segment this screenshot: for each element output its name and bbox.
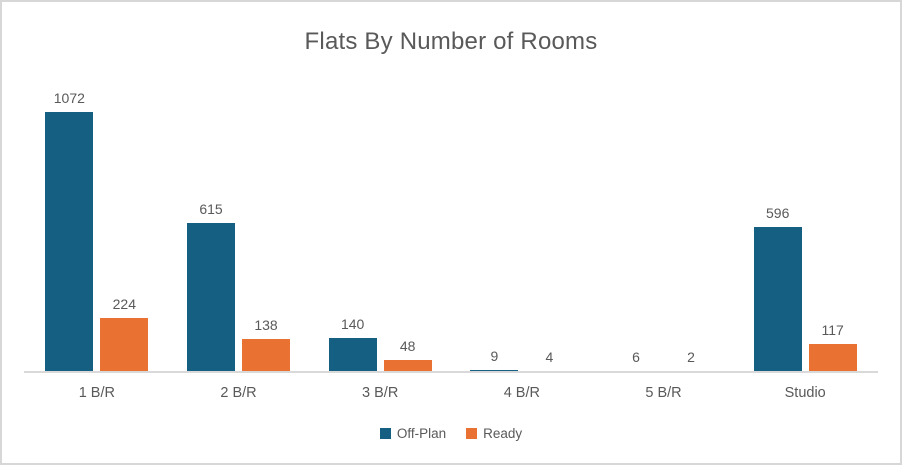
x-label-5-b-r: 5 B/R (645, 385, 682, 401)
bar-off-plan-studio (753, 227, 802, 372)
bar-value-label: 48 (399, 338, 416, 354)
bar-off-plan-1-b-r (45, 112, 94, 372)
bar-value-label: 6 (632, 349, 640, 365)
bar-value-label: 596 (766, 205, 790, 221)
chart-title: Flats By Number of Rooms (304, 28, 598, 55)
bar-ready-1-b-r (100, 318, 149, 372)
bar-group-1-b-r: 1072 224 (26, 62, 168, 372)
x-axis-labels: 1 B/R 2 B/R 3 B/R 4 B/R 5 B/R Studio (26, 385, 876, 401)
x-label-3-b-r: 3 B/R (362, 385, 399, 401)
bar-value-label: 4 (545, 349, 554, 365)
bar-col-ready-1-b-r: 224 (100, 62, 149, 372)
bar-value-label: 224 (112, 296, 136, 312)
bar-col-off-plan-2-b-r: 615 (187, 62, 235, 372)
bar-value-label: 1072 (53, 90, 85, 106)
x-label-1-b-r: 1 B/R (78, 385, 115, 401)
bar-col-off-plan-5-b-r: 6 (612, 62, 661, 372)
bar-value-label: 9 (490, 348, 499, 364)
bar-off-plan-2-b-r (187, 223, 235, 372)
bar-ready-2-b-r (242, 339, 290, 372)
bar-col-ready-3-b-r: 48 (383, 62, 432, 372)
bar-col-ready-4-b-r: 4 (525, 62, 574, 372)
off-plan-swatch-icon (379, 428, 391, 439)
bar-ready-3-b-r (383, 360, 432, 372)
x-axis-line (24, 371, 878, 373)
x-label-2-b-r: 2 B/R (220, 385, 257, 401)
x-label-studio: Studio (784, 385, 826, 401)
bar-col-off-plan-1-b-r: 1072 (45, 62, 94, 372)
bar-col-ready-5-b-r: 2 (667, 62, 716, 372)
bar-value-label: 615 (199, 201, 223, 217)
x-label-4-b-r: 4 B/R (503, 385, 540, 401)
legend-label-ready: Ready (483, 426, 523, 441)
bar-value-label: 2 (687, 349, 695, 365)
bar-col-off-plan-4-b-r: 9 (470, 62, 519, 372)
bar-col-off-plan-3-b-r: 140 (328, 62, 377, 372)
bar-col-ready-2-b-r: 138 (242, 62, 290, 372)
ready-swatch-icon (466, 428, 478, 439)
bar-col-ready-studio: 117 (808, 62, 857, 372)
bar-col-off-plan-studio: 596 (753, 62, 802, 372)
bar-group-3-b-r: 140 48 (309, 62, 451, 372)
bar-value-label: 138 (254, 317, 278, 333)
bar-value-label: 117 (821, 322, 844, 338)
legend-item-ready: Ready (466, 426, 522, 441)
legend-item-off-plan: Off-Plan (379, 426, 447, 441)
bar-off-plan-3-b-r (328, 338, 377, 372)
bar-ready-studio (808, 344, 857, 372)
plot-area: 1072 224 615 138 140 48 9 4 6 2 596 117 (26, 62, 876, 372)
legend: Off-Plan Ready (2, 426, 900, 441)
bar-group-2-b-r: 615 138 (168, 62, 310, 372)
legend-label-off-plan: Off-Plan (396, 426, 447, 441)
bar-value-label: 140 (340, 316, 365, 332)
bar-group-studio: 596 117 (734, 62, 876, 372)
